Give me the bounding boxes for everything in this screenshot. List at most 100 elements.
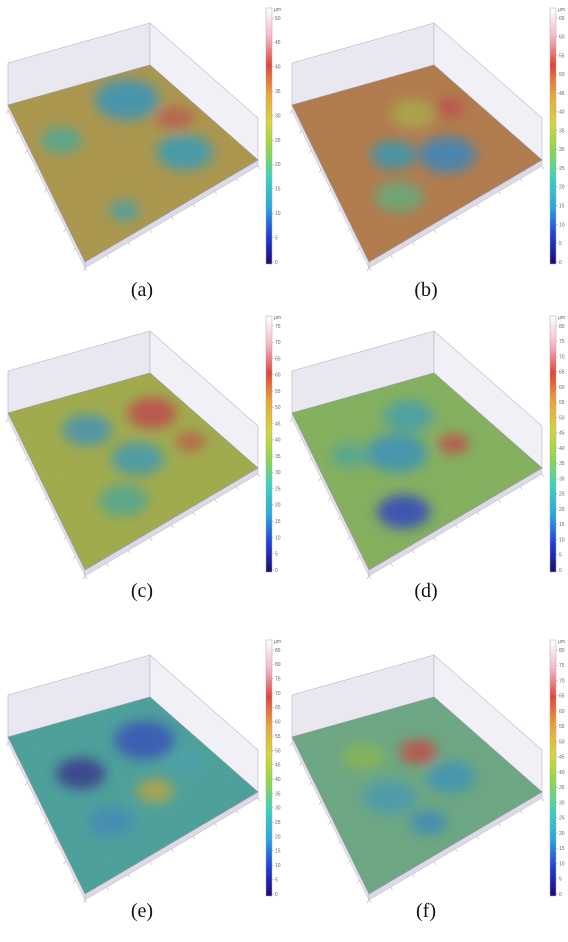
axis-tick-left [337, 516, 341, 521]
axis-tick-left [73, 556, 76, 560]
axis-tick-right [106, 887, 109, 891]
scale-tick-label: 10 [559, 537, 565, 543]
scale-tick-label: 80 [559, 648, 565, 654]
scale-tick-label: 20 [275, 162, 281, 168]
axis-tick-left [318, 477, 322, 482]
scale-tick-label: 25 [559, 166, 565, 172]
scale-tick-label: 65 [275, 705, 281, 711]
axis-tick-right [412, 550, 415, 554]
axis-tick-left [299, 130, 302, 134]
surface-texture [292, 697, 542, 894]
axis-tick-left [82, 575, 86, 580]
scale-tick-label: 70 [559, 354, 565, 360]
scale-tick-label: 55 [275, 734, 281, 740]
scale-tick-label: 5 [275, 235, 278, 241]
surface-texture [8, 65, 258, 262]
scale-tick-label: 10 [275, 535, 281, 541]
scale-tick-label: 5 [559, 877, 562, 883]
surface [292, 373, 542, 570]
axis-tick-right [433, 537, 437, 541]
scale-tick-label: 40 [559, 446, 565, 452]
caption-a: (a) [130, 279, 154, 301]
axis-tick-left [5, 742, 9, 747]
surface [8, 373, 258, 570]
axis-tick-right [236, 810, 239, 814]
axis-tick-left [63, 536, 66, 540]
axis-tick-right [257, 165, 261, 170]
axis-tick-left [328, 189, 331, 193]
axis-tick-right [368, 899, 372, 904]
scale-tick-label: 80 [275, 662, 281, 668]
scale-tick-label: 65 [275, 356, 281, 362]
scale-tick-label: 10 [275, 863, 281, 869]
axis-tick-left [309, 458, 312, 462]
surface-texture [292, 373, 542, 570]
axis-tick-left [328, 497, 331, 501]
panel-f: µm 80 75 70 65 60 55 50 45 40 35 30 25 20 15 10 5 0 [284, 632, 568, 942]
axis-tick-right [520, 178, 523, 182]
axis-tick-left [53, 208, 57, 213]
axis-tick-left [299, 762, 302, 766]
scale-tick-label: 45 [559, 755, 565, 761]
scale-tick-label: 75 [275, 677, 281, 683]
scale-tick-label: 30 [275, 470, 281, 476]
axis-tick-left [73, 880, 76, 884]
scale-tick-label: 75 [559, 663, 565, 669]
axis-tick-left [82, 899, 86, 904]
axis-tick-right [128, 550, 131, 554]
axis-tick-right [128, 874, 131, 878]
surface-texture [8, 697, 258, 894]
caption-f: (f) [416, 900, 436, 922]
scale-tick-label: 20 [559, 507, 565, 513]
scale-tick-label: 0 [559, 568, 562, 574]
axis-tick-right [412, 242, 415, 246]
scale-tick-label: 55 [559, 724, 565, 730]
scale-tick-label: 45 [559, 431, 565, 437]
scale-tick-label: 40 [275, 438, 281, 444]
scale-tick-label: 70 [275, 340, 281, 346]
scale-tick-label: 45 [275, 421, 281, 427]
scale-tick-label: 60 [559, 35, 565, 41]
scale-tick-label: 5 [275, 552, 278, 558]
axis-tick-right [214, 499, 217, 503]
scale-tick-label: 50 [559, 739, 565, 745]
scale-tick-label: 15 [275, 849, 281, 855]
axis-tick-right [476, 204, 480, 208]
axis-tick-left [53, 516, 57, 521]
axis-tick-left [289, 110, 293, 115]
scale-tick-label: 20 [275, 503, 281, 509]
scale-tick-label: 20 [559, 185, 565, 191]
caption-c: (c) [130, 580, 154, 602]
surface [8, 65, 258, 262]
scale-tick-label: 0 [275, 892, 278, 898]
axis-tick-left [73, 248, 76, 252]
scale-tick-label: 15 [275, 519, 281, 525]
scale-tick-label: 5 [275, 877, 278, 883]
axis-tick-left [328, 821, 331, 825]
axis-tick-left [347, 228, 350, 232]
scale-tick-label: 40 [275, 777, 281, 783]
surface [8, 697, 258, 894]
axis-tick-right [455, 848, 458, 853]
scale-tick-label: 0 [275, 568, 278, 574]
axis-tick-left [289, 418, 293, 423]
scale-tick-label: 15 [275, 187, 281, 193]
axis-tick-left [15, 438, 18, 442]
scale-tick-label: 25 [559, 816, 565, 822]
panel-d: µm 80 75 70 65 60 55 50 45 40 35 30 25 20 15 10 5 0 [284, 308, 568, 618]
axis-tick-left [347, 860, 350, 864]
axis-tick-left [15, 130, 18, 134]
scale-tick-label: 25 [275, 138, 281, 144]
surface-texture [8, 373, 258, 570]
axis-tick-right [257, 473, 261, 478]
scale-tick-label: 60 [559, 709, 565, 715]
color-scale-bar [265, 7, 273, 265]
color-scale-bar [265, 315, 273, 573]
axis-tick-left [53, 840, 57, 845]
scale-tick-label: 0 [559, 892, 562, 898]
color-scale-bar [549, 639, 557, 897]
scale-tick-label: 50 [275, 748, 281, 754]
axis-tick-left [63, 860, 66, 864]
scale-tick-label: 20 [275, 834, 281, 840]
axis-tick-right [149, 229, 153, 233]
